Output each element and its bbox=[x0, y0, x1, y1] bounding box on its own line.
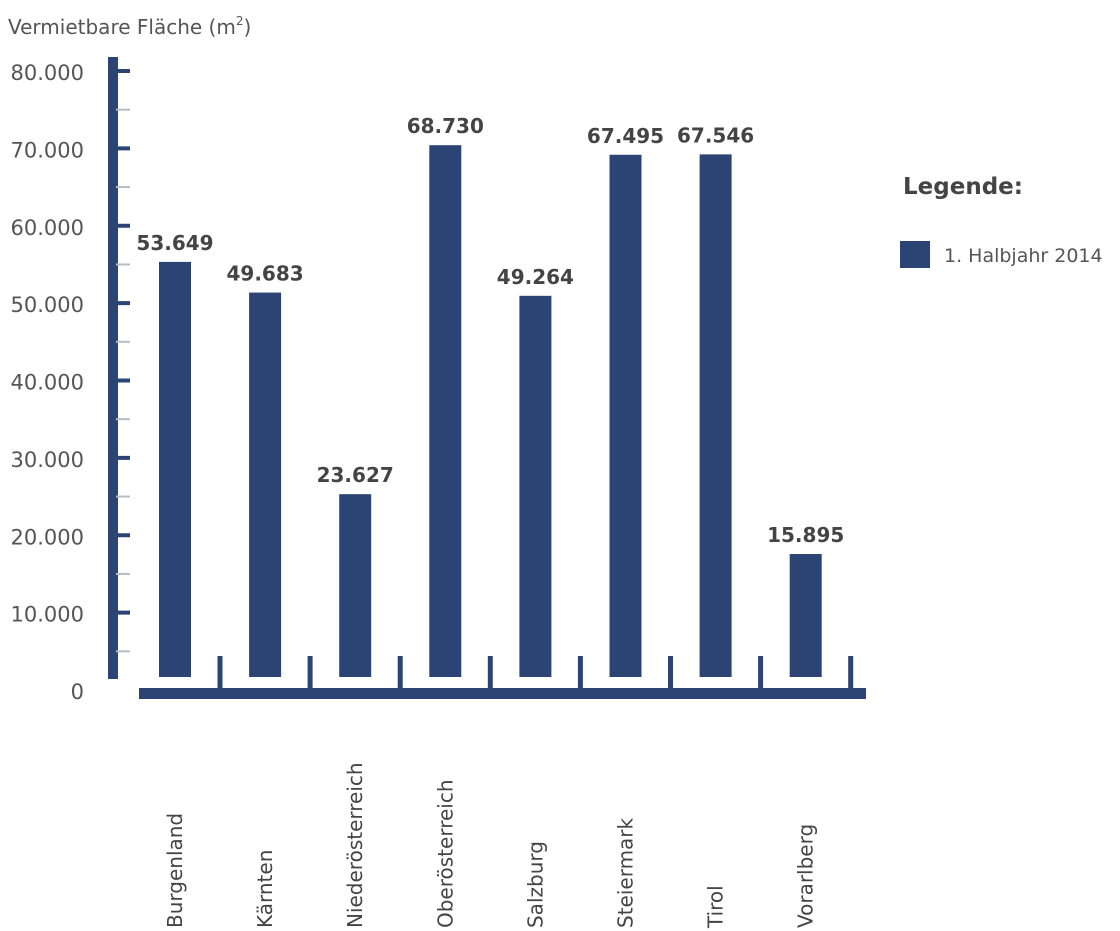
y-tick-label: 10.000 bbox=[11, 603, 84, 627]
y-axis-title-text: Vermietbare Fläche (m bbox=[8, 15, 236, 39]
bar-value-label: 68.730 bbox=[407, 114, 484, 138]
y-major-tick bbox=[113, 533, 130, 538]
bar bbox=[159, 261, 191, 677]
legend-label: 1. Halbjahr 2014 bbox=[944, 245, 1103, 267]
y-major-tick bbox=[113, 378, 130, 383]
y-minor-tick bbox=[116, 186, 130, 189]
bar-value-label: 15.895 bbox=[767, 523, 844, 547]
category-label: Vorarlberg bbox=[794, 824, 818, 928]
bar bbox=[249, 292, 282, 677]
y-tick-label: 60.000 bbox=[11, 216, 84, 240]
bar-value-label: 49.683 bbox=[227, 262, 304, 286]
bar-value-label: 23.627 bbox=[317, 463, 394, 487]
y-tick-label: 50.000 bbox=[11, 293, 84, 317]
category-label: Niederösterreich bbox=[343, 762, 367, 928]
bars: 53.649 49.683 23.627 68.730 49.264 67.495 67.5… bbox=[136, 114, 844, 678]
bar-value-label: 53.649 bbox=[136, 231, 213, 255]
x-axis bbox=[139, 656, 866, 699]
y-axis-title-superscript: 2 bbox=[236, 14, 244, 28]
x-separator-tick bbox=[397, 656, 403, 690]
y-tick-label: 40.000 bbox=[11, 371, 84, 395]
category-label: Burgenland bbox=[163, 813, 187, 928]
y-minor-tick bbox=[116, 263, 130, 266]
category-label: Steiermark bbox=[614, 817, 638, 928]
bar-value-label: 67.495 bbox=[587, 124, 664, 148]
y-major-tick bbox=[113, 455, 130, 460]
y-minor-tick bbox=[116, 572, 130, 575]
y-axis-title: Vermietbare Fläche (m2) bbox=[8, 14, 251, 39]
y-minor-tick bbox=[116, 108, 130, 111]
bar-value-label: 49.264 bbox=[497, 265, 574, 289]
x-separator-tick bbox=[307, 656, 313, 690]
y-tick-label: 80.000 bbox=[11, 61, 84, 85]
bar bbox=[339, 494, 372, 677]
y-major-tick bbox=[113, 146, 130, 151]
category-label: Oberösterreich bbox=[433, 779, 457, 928]
category-label: Tirol bbox=[704, 885, 728, 929]
category-label: Salzburg bbox=[523, 841, 547, 928]
x-separator-tick bbox=[668, 656, 673, 690]
y-major-tick bbox=[113, 223, 130, 228]
y-major-tick bbox=[113, 610, 130, 615]
category-labels: Burgenland Kärnten Niederösterreich Oberöst… bbox=[163, 762, 818, 929]
x-separator-tick bbox=[577, 656, 583, 690]
legend-swatch bbox=[900, 241, 930, 268]
x-separator-tick bbox=[758, 656, 764, 690]
bar bbox=[609, 154, 642, 677]
bar bbox=[699, 154, 732, 678]
y-tick-label: 30.000 bbox=[11, 448, 84, 472]
category-label: Kärnten bbox=[253, 850, 277, 928]
legend-title: Legende: bbox=[903, 174, 1023, 200]
bar-value-label: 67.546 bbox=[677, 123, 754, 147]
y-major-tick bbox=[113, 69, 130, 73]
y-minor-tick bbox=[116, 650, 130, 653]
legend: Legende: 1. Halbjahr 2014 bbox=[900, 174, 1103, 268]
y-minor-tick bbox=[116, 340, 130, 343]
x-separator-tick bbox=[487, 656, 493, 690]
y-tick-label: 0 bbox=[71, 680, 84, 704]
y-minor-tick bbox=[116, 495, 130, 498]
bar bbox=[789, 554, 822, 677]
x-separator-tick bbox=[848, 656, 854, 690]
y-tick-label: 70.000 bbox=[11, 138, 84, 162]
y-axis-line bbox=[108, 57, 118, 679]
x-axis-line bbox=[139, 688, 866, 699]
x-separator-tick bbox=[217, 656, 223, 690]
y-axis-title-end: ) bbox=[243, 15, 251, 39]
y-tick-label: 20.000 bbox=[11, 525, 84, 549]
y-minor-tick bbox=[116, 418, 130, 421]
bar bbox=[429, 145, 462, 677]
bar bbox=[519, 295, 552, 677]
y-major-tick bbox=[113, 301, 130, 306]
y-axis: 80.000 70.000 60.000 50.000 40.000 30.000 20.0… bbox=[11, 57, 130, 704]
